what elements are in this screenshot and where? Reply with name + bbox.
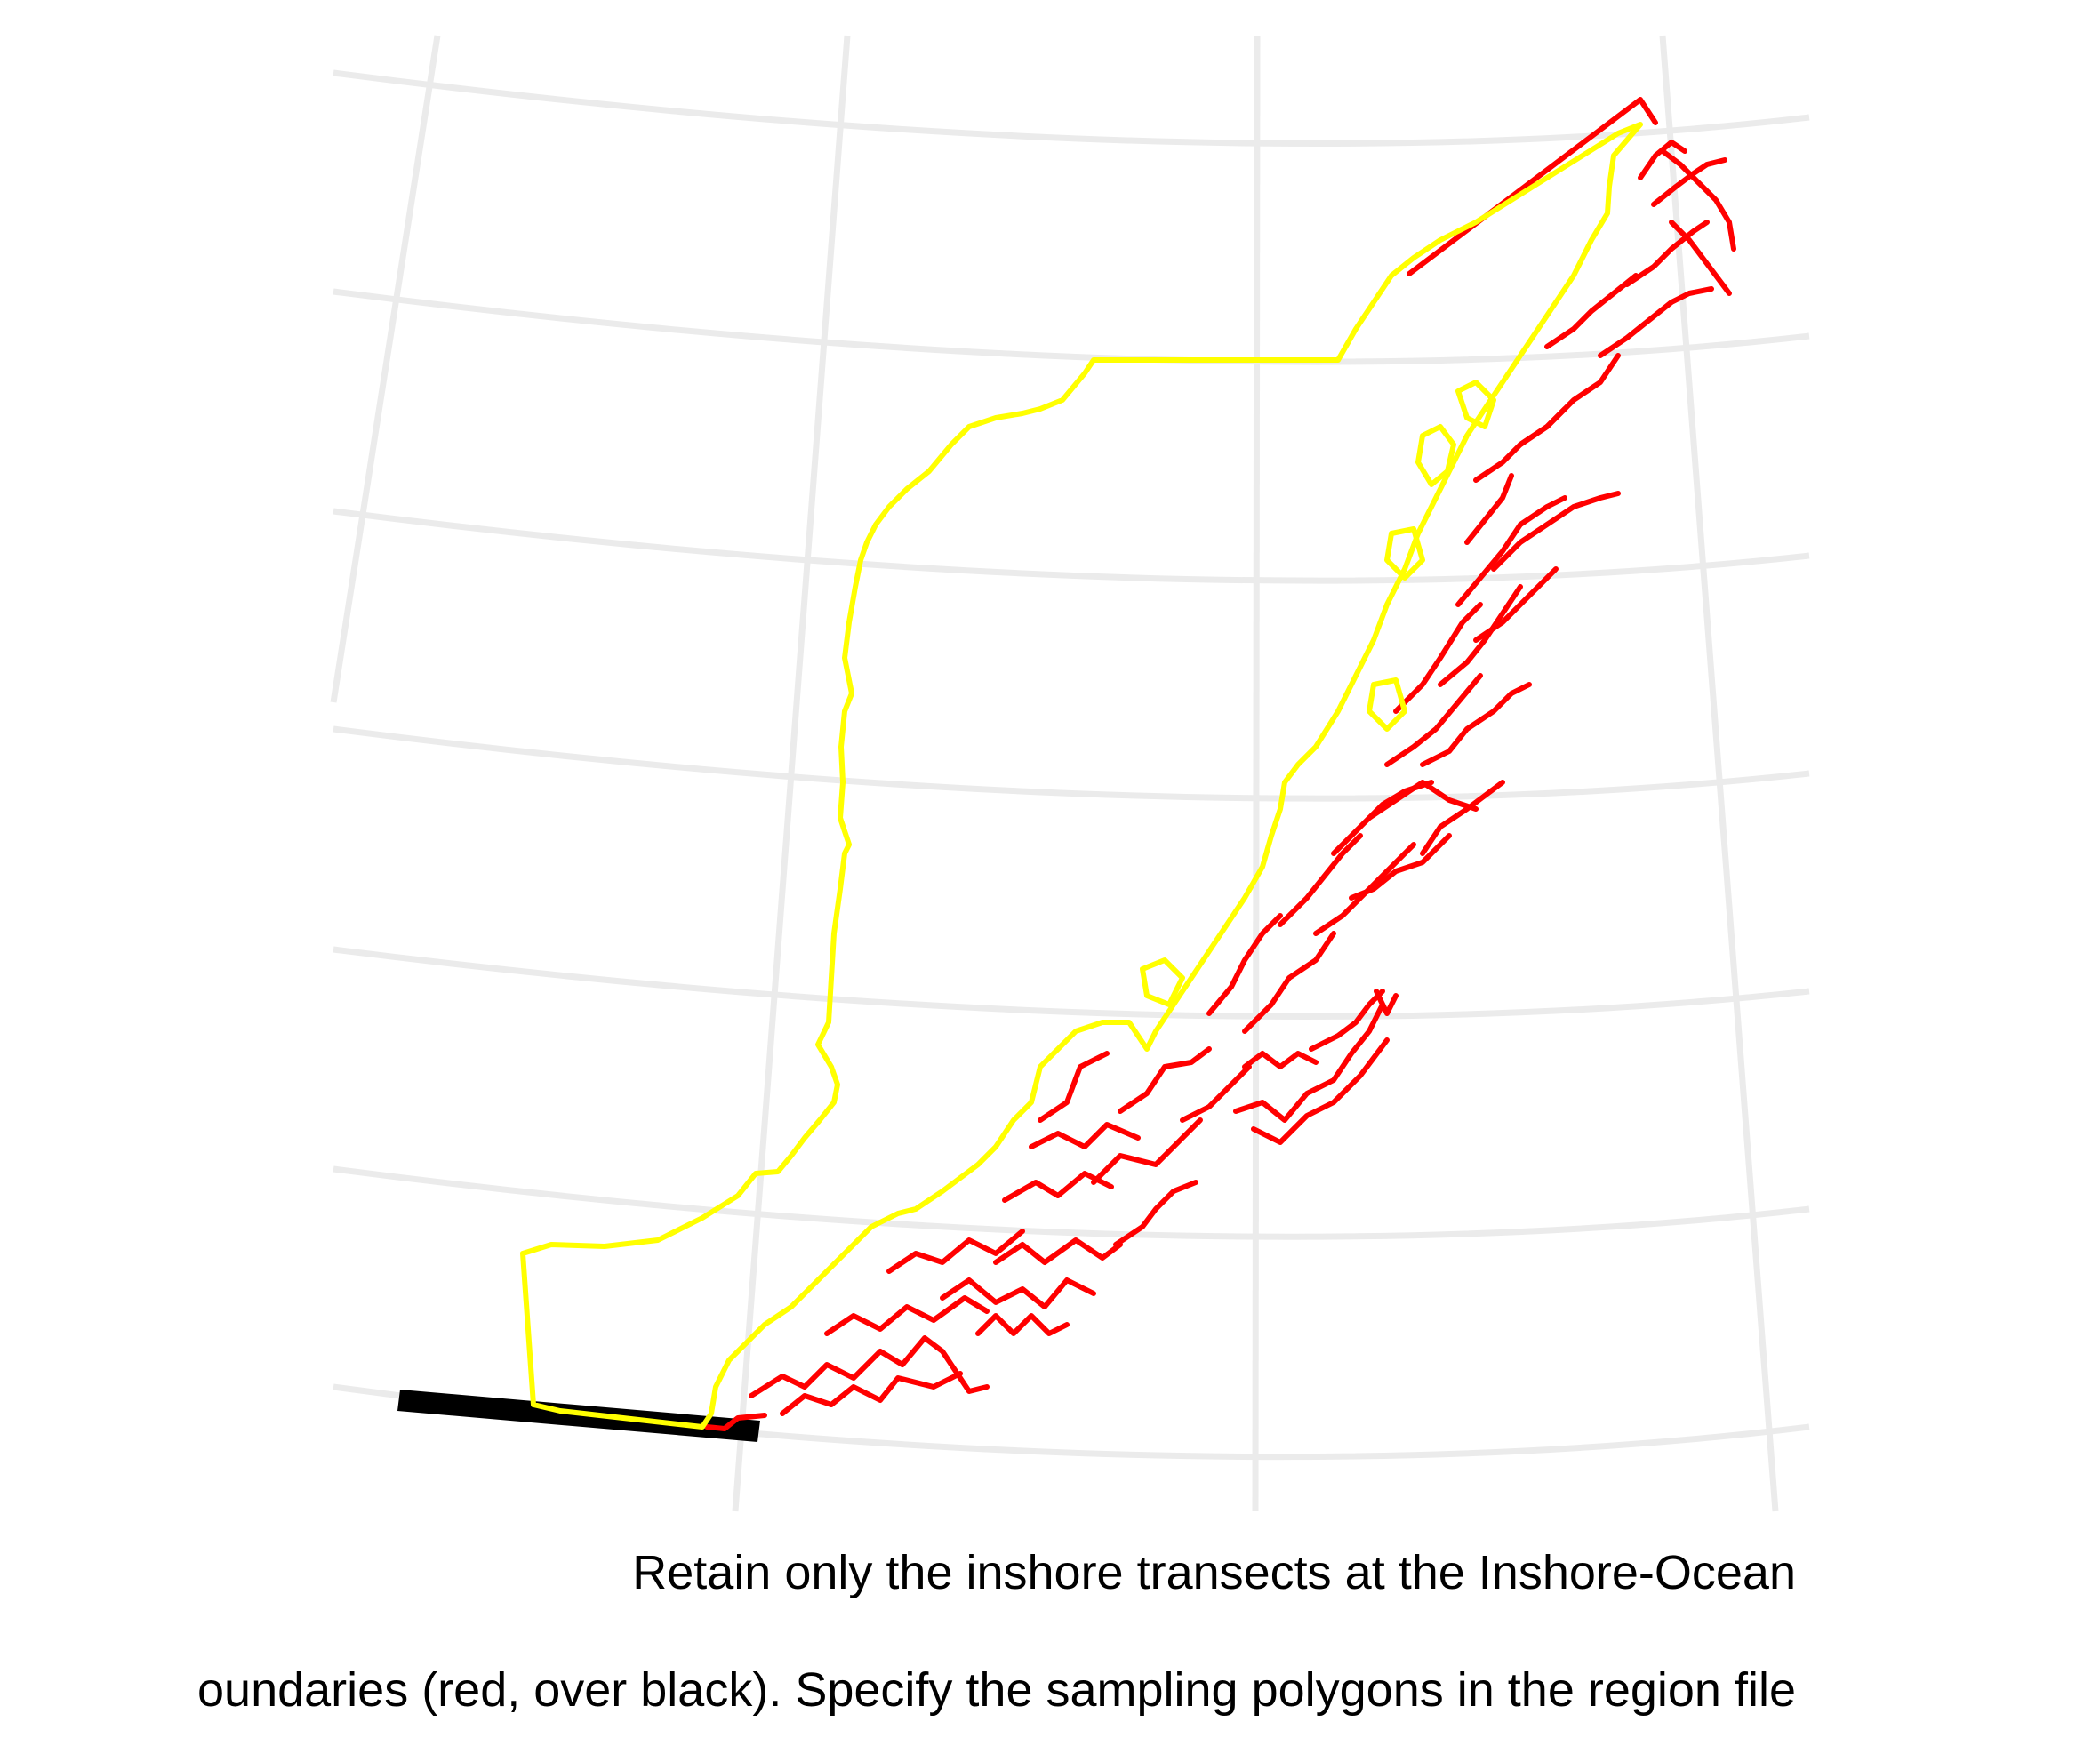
graticule-lat-line <box>333 508 1810 584</box>
graticule-lat-line <box>333 288 1810 365</box>
coast-fjord <box>886 1229 1025 1274</box>
graticule-lon-line <box>1659 35 1779 1512</box>
coast-fjord <box>1420 780 1505 856</box>
region-island <box>1367 677 1407 732</box>
coast-fjord <box>1002 1171 1114 1203</box>
graticule-lat-line <box>333 725 1810 802</box>
coast-fjord <box>1251 1037 1390 1145</box>
coast-fjord <box>1367 780 1479 821</box>
graticule-lon-line <box>1252 35 1261 1512</box>
map-caption-line-2: oundaries (red, over black). Specify the… <box>197 1663 1796 1717</box>
coast-fjord <box>1544 273 1639 349</box>
coast-fjord <box>1384 673 1483 767</box>
coast-fjord <box>1651 157 1727 207</box>
coast-fjord <box>1438 584 1523 687</box>
inshore-ocean-boundary-red <box>704 1413 767 1431</box>
coast-fjord <box>1091 1117 1203 1185</box>
coast-fjord <box>1313 842 1416 936</box>
coast-fjord <box>1029 1122 1141 1149</box>
coast-fjord <box>1278 833 1363 927</box>
coast-fjord <box>1349 833 1452 901</box>
coast-fjord <box>1624 220 1710 287</box>
coast-fjord <box>1669 220 1732 296</box>
graticule-lat-line <box>333 1165 1810 1240</box>
graticule <box>330 35 1810 1512</box>
coast-fjord <box>1491 491 1621 572</box>
graticule-lon-line <box>330 35 441 703</box>
coast-fjord <box>1464 473 1514 545</box>
graticule-lon-line <box>732 35 851 1512</box>
coast-fjord <box>1660 148 1736 252</box>
coast-fjord <box>1420 682 1532 767</box>
region-island <box>1140 957 1185 1007</box>
region-island <box>1384 526 1425 581</box>
coast-fjord <box>1331 780 1434 856</box>
map-caption-line-1: Retain only the inshore transects at the… <box>632 1546 1796 1599</box>
coast-fjord <box>1598 286 1714 358</box>
region-boundary-outline <box>520 122 1643 1430</box>
coast-fjord <box>1180 1064 1252 1123</box>
coast-fjord <box>1393 602 1483 714</box>
coast-fjord <box>1473 566 1559 643</box>
coast-fjord <box>1206 913 1283 1016</box>
region-boundary <box>520 122 1643 1430</box>
coast-fjord <box>993 1237 1123 1265</box>
coast-fjord <box>1242 1051 1319 1069</box>
coast-fjord <box>1309 989 1385 1052</box>
coast-fjord <box>1455 495 1567 607</box>
graticule-lat-line <box>333 946 1810 1021</box>
coast-fjord <box>1038 1051 1110 1123</box>
coast-fjord <box>1233 989 1399 1123</box>
graticule-lat-line <box>333 69 1810 148</box>
region-island <box>1455 380 1496 429</box>
coast-fjord <box>780 1371 963 1416</box>
boundary-underlay <box>397 1390 760 1442</box>
coast-fjord <box>1638 140 1687 180</box>
coast-fjord <box>749 1335 990 1398</box>
coast-fjord <box>1113 1180 1198 1247</box>
coast-fjord <box>824 1295 990 1336</box>
coast-fjord <box>1118 1046 1212 1114</box>
coast-fjord <box>1242 931 1336 1034</box>
coast-fjord <box>975 1313 1070 1336</box>
region-island <box>1415 424 1456 487</box>
coast-fjord <box>1518 353 1621 447</box>
coast-fjord <box>940 1277 1096 1309</box>
inshore-transects <box>704 97 1736 1431</box>
